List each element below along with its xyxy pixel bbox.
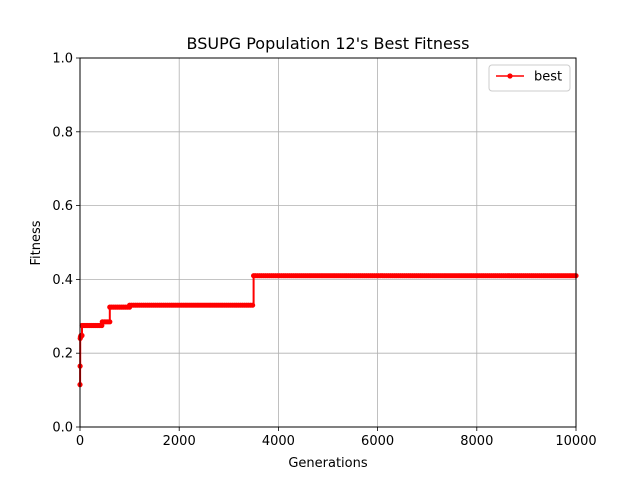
legend: best — [488, 64, 571, 92]
y-tick-label: 0.2 — [52, 347, 73, 362]
x-tick-label: 4000 — [262, 434, 295, 449]
y-tick-label: 1.0 — [52, 52, 73, 67]
x-tick-label: 2000 — [163, 434, 196, 449]
y-axis-ticks: 0.0 0.2 0.4 0.6 0.8 1.0 — [52, 52, 80, 436]
x-tick-label: 0 — [76, 434, 84, 449]
legend-marker-best — [507, 73, 513, 79]
y-tick-label: 0.0 — [52, 421, 73, 436]
series-markers-best — [77, 273, 579, 388]
series-lines — [77, 273, 579, 388]
plot-area — [80, 58, 576, 427]
data-point — [79, 332, 85, 339]
data-point — [250, 302, 256, 308]
x-tick-label: 6000 — [361, 434, 394, 449]
legend-label-best: best — [534, 70, 562, 85]
x-tick-label: 8000 — [460, 434, 493, 449]
y-axis-label: Fitness — [29, 220, 44, 265]
y-tick-label: 0.8 — [52, 125, 73, 140]
x-axis-ticks: 0 2000 4000 6000 8000 10000 — [76, 427, 597, 449]
plot-frame — [79, 57, 577, 428]
grid-lines — [79, 57, 577, 428]
x-tick-label: 10000 — [555, 434, 596, 449]
chart-title: BSUPG Population 12's Best Fitness — [187, 34, 470, 53]
data-point — [107, 319, 113, 325]
y-tick-label: 0.4 — [52, 273, 73, 288]
y-tick-label: 0.6 — [52, 199, 73, 214]
legend-box — [488, 64, 571, 92]
x-axis-label: Generations — [288, 456, 368, 471]
